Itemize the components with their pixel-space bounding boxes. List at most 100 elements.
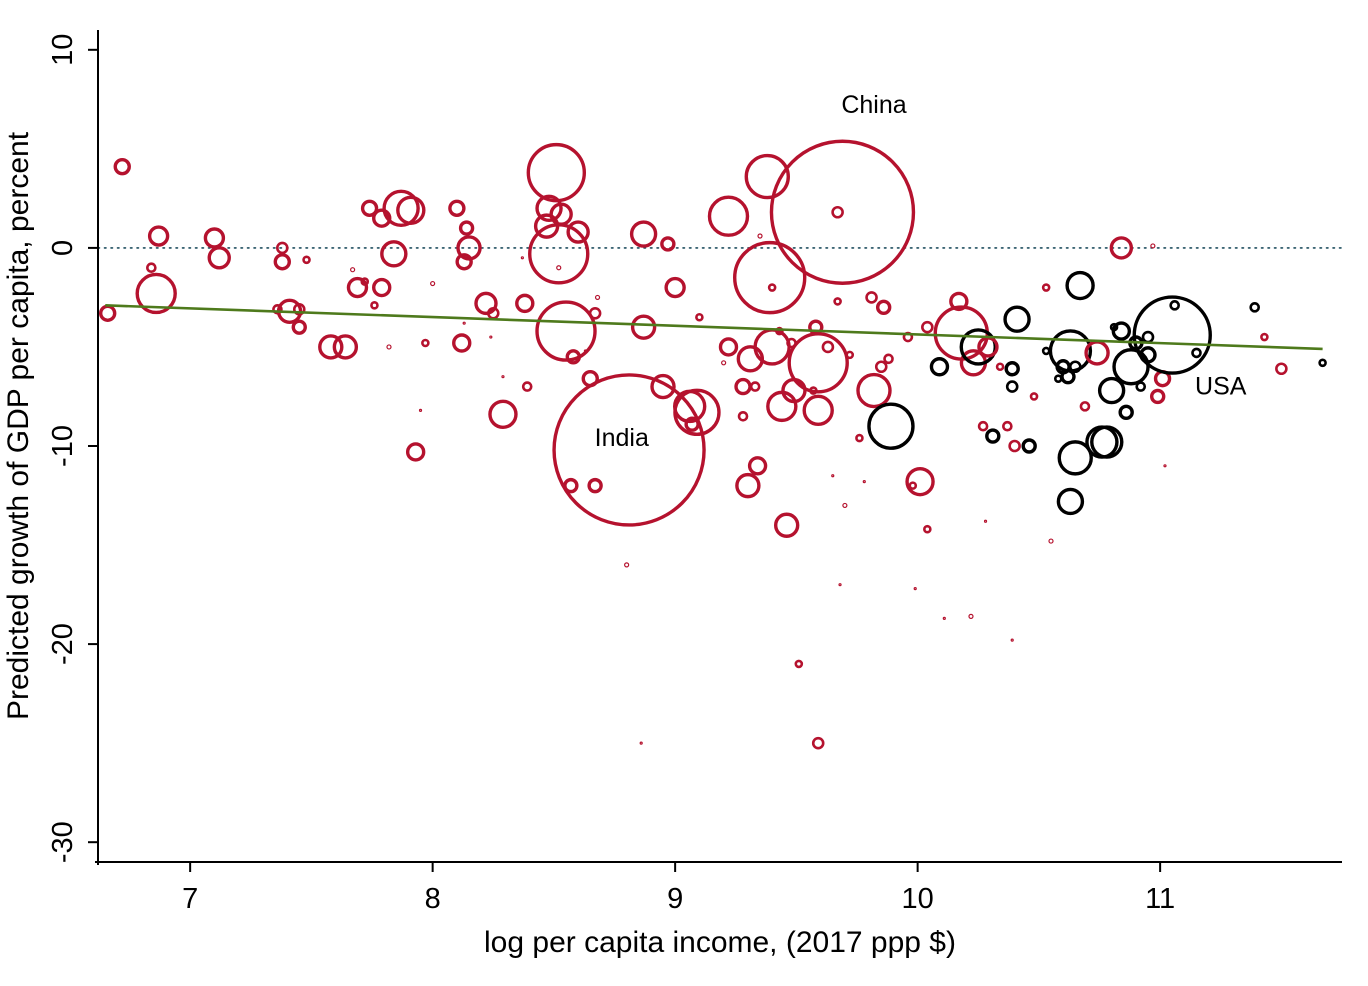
- data-point: [1111, 321, 1132, 341]
- data-point: [673, 388, 721, 437]
- data-point: [707, 195, 750, 237]
- data-point: [1003, 305, 1031, 333]
- data-point: [489, 335, 493, 339]
- data-point: [660, 236, 676, 252]
- data-point: [1090, 425, 1124, 459]
- data-point: [501, 375, 505, 379]
- data-point: [811, 736, 825, 750]
- data-point: [883, 353, 894, 365]
- data-point: [203, 227, 226, 249]
- data-point: [650, 373, 676, 400]
- data-point: [380, 240, 408, 268]
- data-point: [865, 291, 878, 304]
- data-point: [372, 277, 392, 298]
- data-point: [1150, 243, 1156, 249]
- data-point: [629, 220, 658, 248]
- data-point: [535, 300, 597, 362]
- data-point: [1041, 283, 1051, 292]
- data-point: [588, 306, 602, 320]
- data-point: [831, 205, 844, 219]
- data-point: [905, 466, 935, 497]
- data-point: [386, 344, 392, 350]
- data-point: [528, 223, 590, 285]
- data-point: [1097, 376, 1126, 405]
- data-point: [767, 283, 777, 292]
- x-tick-label: 8: [425, 883, 441, 915]
- data-point: [1260, 332, 1269, 342]
- data-point: [733, 240, 807, 315]
- data-point: [769, 139, 916, 285]
- y-tick-label: -10: [47, 425, 79, 467]
- data-point: [147, 225, 170, 247]
- data-point: [448, 199, 466, 217]
- data-point: [332, 334, 359, 360]
- data-point: [1048, 538, 1054, 544]
- x-tick-label: 7: [182, 883, 198, 915]
- data-point: [146, 262, 157, 274]
- data-point: [875, 299, 892, 316]
- data-point: [908, 481, 918, 490]
- data-point: [594, 294, 601, 301]
- data-point: [360, 199, 379, 217]
- data-point: [1191, 347, 1202, 359]
- data-point: [566, 220, 590, 244]
- data-point: [1002, 420, 1013, 432]
- data-point: [921, 320, 934, 334]
- data-point: [747, 456, 768, 476]
- data-point: [845, 350, 855, 360]
- y-axis-title: Predicted growth of GDP per capita, perc…: [2, 131, 35, 720]
- data-point: [275, 241, 289, 255]
- data-point: [1068, 360, 1082, 374]
- data-point: [418, 408, 423, 412]
- data-point: [372, 208, 392, 228]
- data-point: [1118, 404, 1134, 421]
- data-point: [521, 381, 533, 392]
- data-point: [1109, 236, 1134, 260]
- data-point: [563, 477, 579, 494]
- data-point: [735, 472, 761, 499]
- data-point: [421, 338, 430, 348]
- data-point: [515, 293, 535, 314]
- data-point: [396, 195, 426, 225]
- data-point: [1135, 381, 1147, 392]
- data-point: [664, 276, 686, 299]
- data-point: [346, 276, 369, 299]
- x-tick-label: 10: [902, 883, 934, 915]
- data-point: [488, 399, 518, 430]
- data-point: [968, 613, 974, 619]
- data-point: [977, 420, 989, 432]
- data-point: [949, 291, 969, 312]
- data-point: [430, 280, 436, 287]
- data-point: [370, 301, 379, 310]
- data-point: [207, 246, 231, 270]
- data-point: [630, 314, 657, 340]
- data-point: [302, 255, 311, 265]
- x-tick-label: 11: [1145, 883, 1175, 915]
- data-point: [1150, 388, 1166, 405]
- data-point: [757, 233, 763, 239]
- data-point: [526, 142, 587, 203]
- data-point: [552, 373, 706, 527]
- data-point: [360, 277, 370, 286]
- data-point: [135, 272, 177, 315]
- data-point: [624, 562, 630, 568]
- data-point: [1163, 464, 1167, 468]
- data-point: [749, 381, 761, 392]
- data-point: [456, 235, 482, 261]
- annotation-label: USA: [1195, 372, 1247, 400]
- data-point: [744, 153, 790, 200]
- data-point: [684, 416, 700, 432]
- data-point: [775, 326, 784, 336]
- data-point: [766, 390, 798, 423]
- data-point: [405, 442, 426, 462]
- data-point: [1056, 487, 1085, 516]
- data-point: [787, 332, 849, 394]
- data-point: [1141, 330, 1155, 344]
- data-point: [985, 428, 1001, 444]
- data-point: [1021, 438, 1037, 454]
- data-point: [867, 402, 915, 450]
- data-point: [1112, 348, 1150, 386]
- data-point: [833, 297, 842, 306]
- data-point: [721, 360, 727, 366]
- data-point: [737, 410, 749, 422]
